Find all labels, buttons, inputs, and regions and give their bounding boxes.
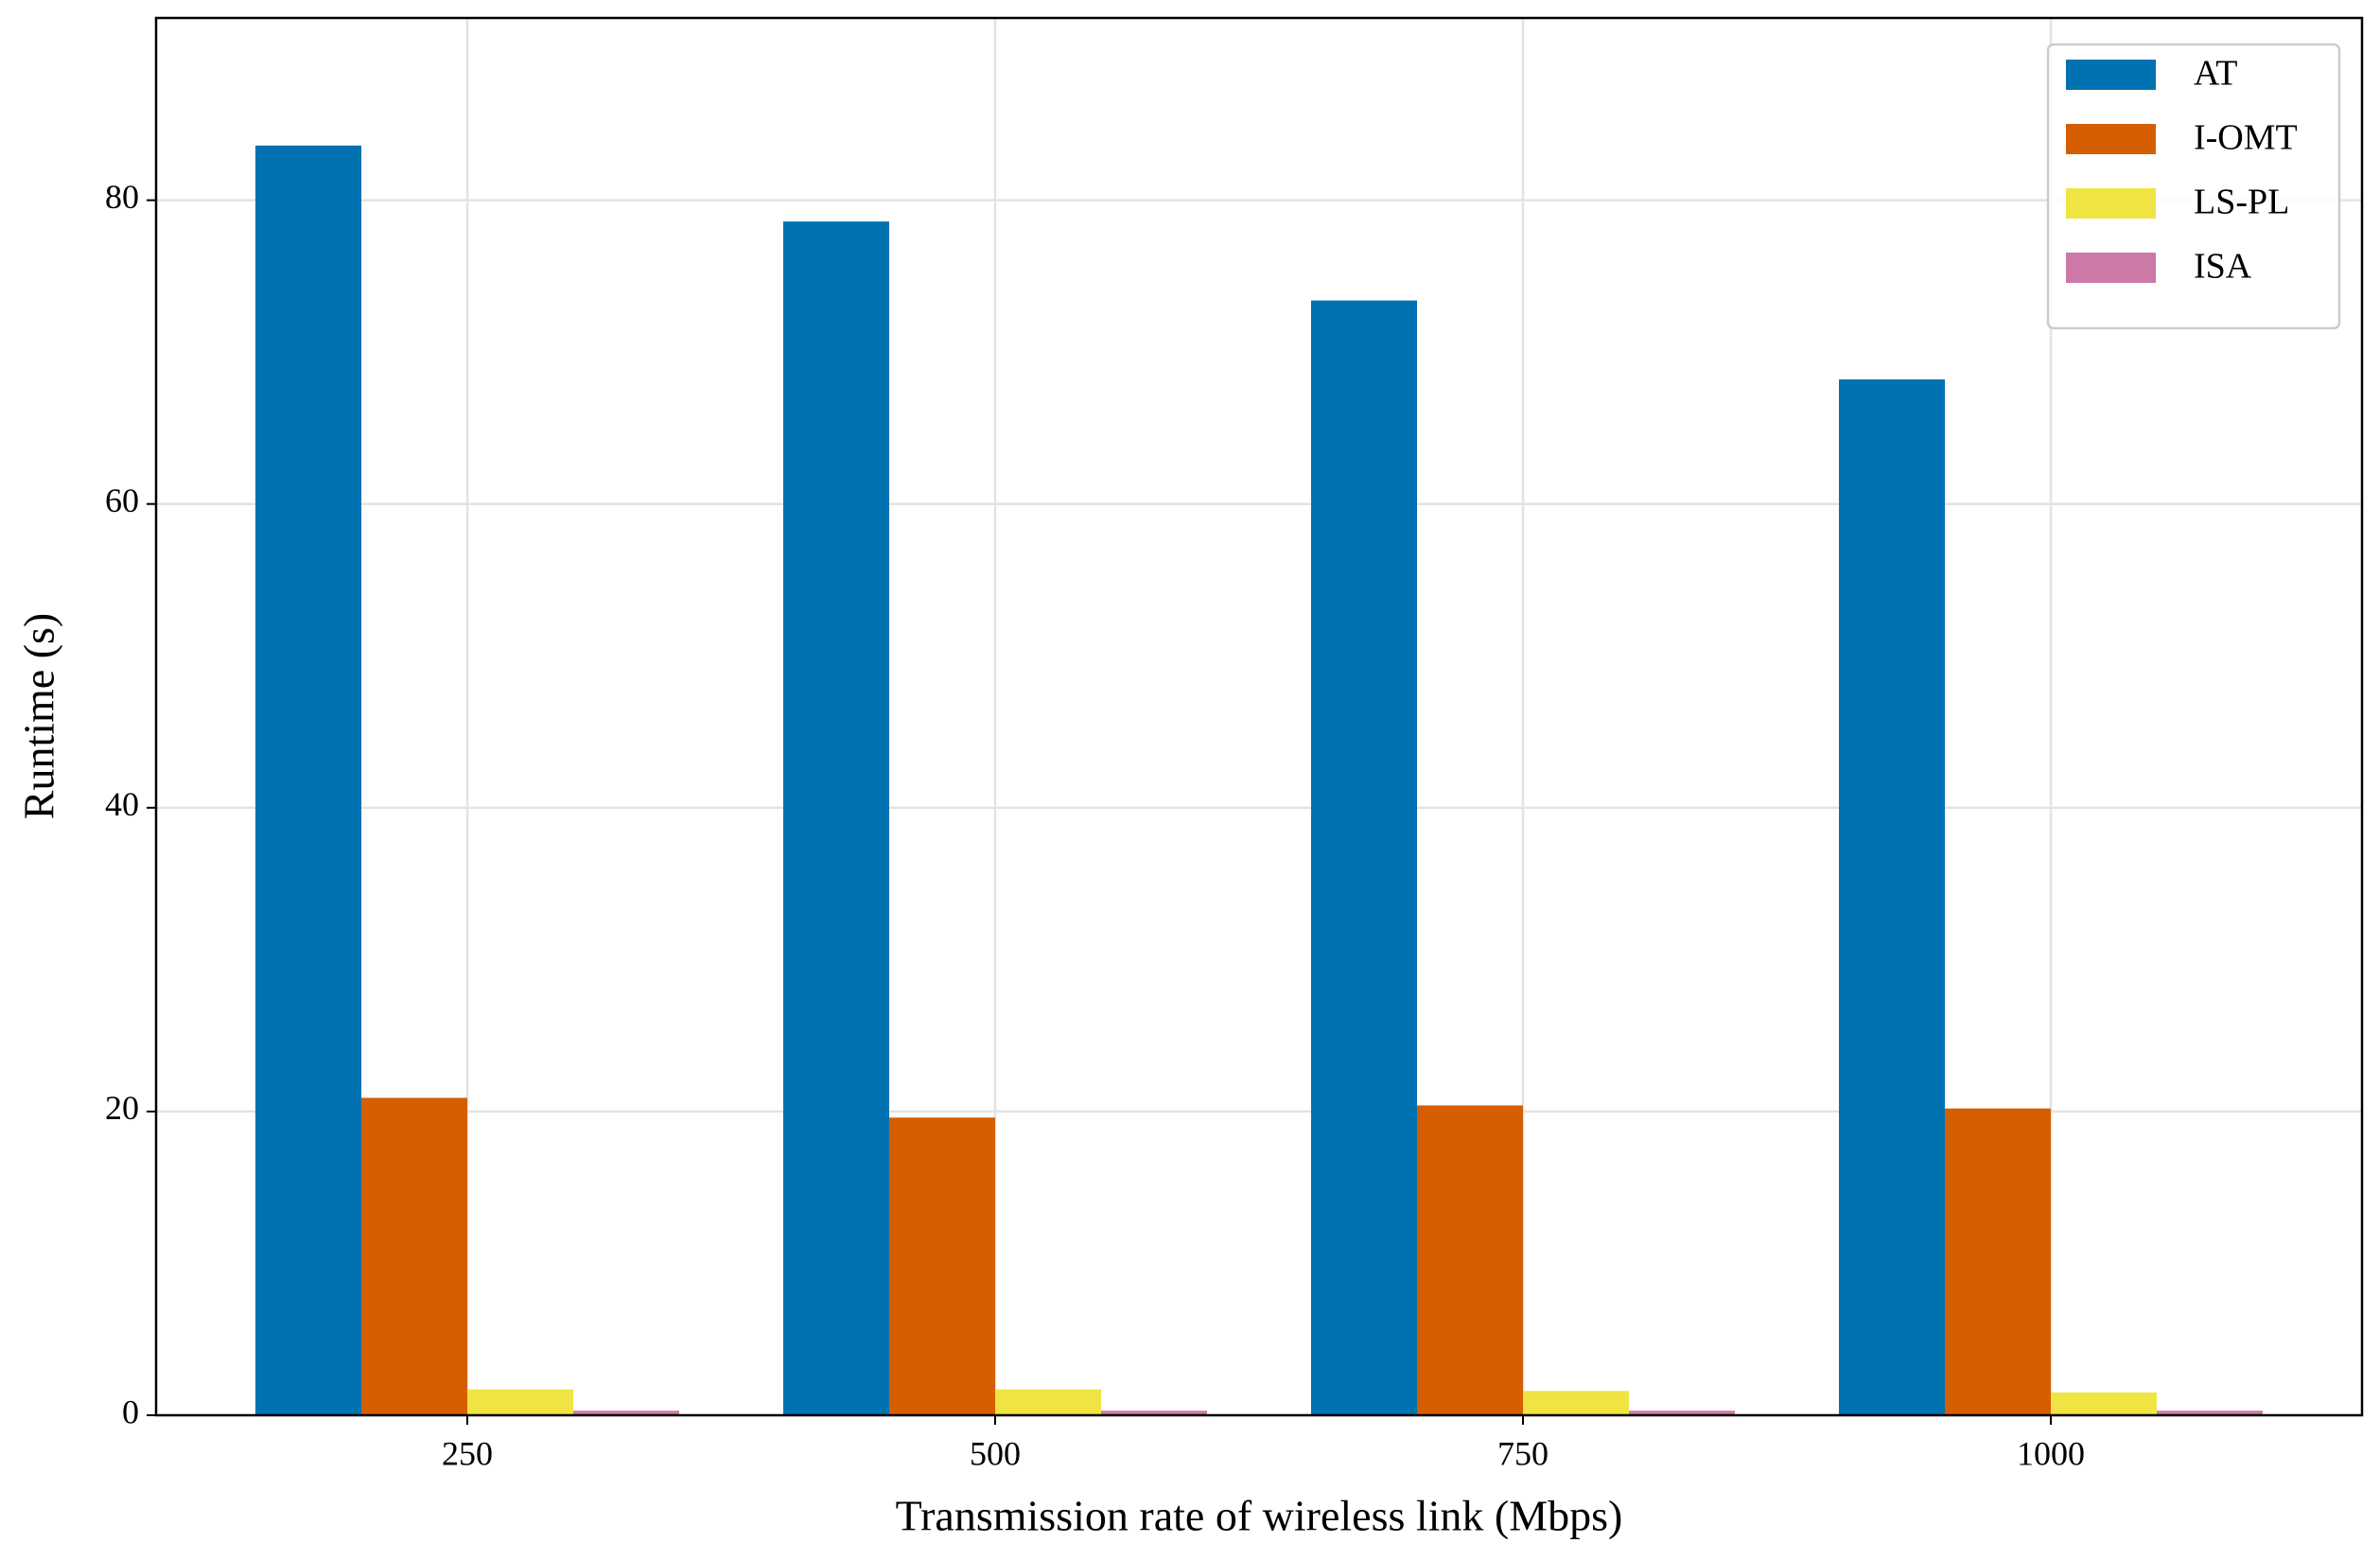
legend-swatch [2066, 253, 2156, 283]
bar [573, 1411, 679, 1415]
legend-swatch [2066, 124, 2156, 154]
bars [255, 145, 2263, 1416]
legend-label: LS-PL [2194, 183, 2289, 222]
y-tick-label: 0 [122, 1393, 139, 1430]
bar [1945, 1108, 2051, 1415]
x-tick-label: 1000 [2017, 1434, 2085, 1472]
y-tick-label: 20 [105, 1089, 139, 1127]
axes: 0 20 40 60 80 250 500 750 1000 [105, 16, 2364, 1472]
bar [889, 1117, 995, 1415]
legend: AT I-OMT LS-PL ISA [2046, 43, 2341, 330]
bar [467, 1389, 573, 1415]
bar [783, 221, 889, 1415]
bar [255, 145, 361, 1415]
legend-label: I-OMT [2194, 118, 2298, 158]
x-tick-label: 250 [442, 1434, 493, 1472]
bar [1417, 1105, 1523, 1415]
legend-label: ISA [2194, 247, 2252, 287]
bar [995, 1389, 1101, 1415]
bar [1839, 379, 1945, 1415]
axes-frame [154, 16, 2364, 1417]
bar [1629, 1411, 1735, 1415]
bar [361, 1097, 467, 1415]
legend-swatch [2066, 188, 2156, 219]
bar [2051, 1392, 2157, 1415]
grid [156, 18, 2362, 1417]
bar [1523, 1391, 1629, 1415]
x-tick-label: 750 [1497, 1434, 1549, 1472]
legend-label: AT [2194, 54, 2237, 94]
bar [1101, 1411, 1207, 1415]
x-tick-label: 500 [970, 1434, 1021, 1472]
y-tick-label: 60 [105, 482, 139, 519]
legend-swatch [2066, 60, 2156, 90]
bar [2157, 1411, 2263, 1415]
y-tick-label: 80 [105, 178, 139, 216]
y-axis-title: Runtime (s) [15, 613, 63, 819]
x-axis-title: Transmission rate of wireless link (Mbps… [896, 1492, 1623, 1540]
y-tick-label: 40 [105, 785, 139, 823]
bar [1311, 300, 1417, 1416]
